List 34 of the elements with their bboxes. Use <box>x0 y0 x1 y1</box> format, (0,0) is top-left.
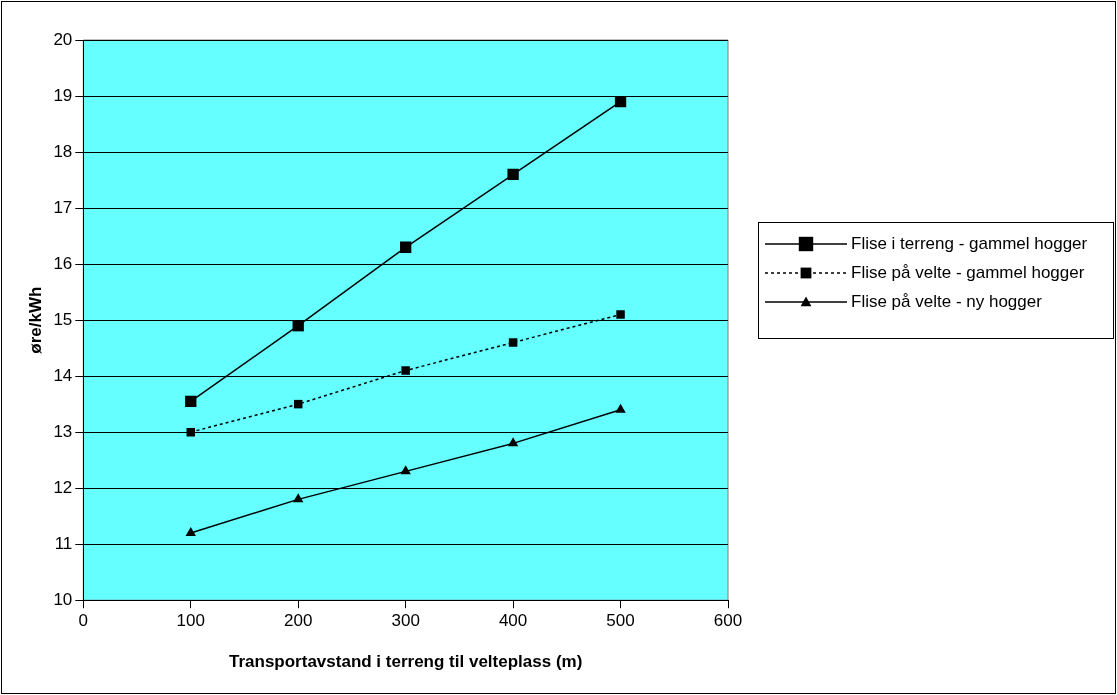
y-tick-label: 13 <box>53 421 73 441</box>
x-tick-label: 400 <box>498 611 528 631</box>
x-tick-label: 100 <box>176 611 205 631</box>
legend-label: Flise på velte - gammel hogger <box>851 262 1085 284</box>
x-tick-label: 0 <box>78 611 89 631</box>
point <box>615 403 626 413</box>
y-tick-label: 17 <box>53 197 73 217</box>
y-tick-label: 10 <box>53 589 73 609</box>
point <box>507 437 519 447</box>
point <box>401 366 410 375</box>
x-tick-label: 600 <box>713 611 743 631</box>
y-tick-label: 12 <box>53 477 73 497</box>
point <box>507 168 519 181</box>
point <box>185 526 196 536</box>
y-tick-label: 20 <box>53 29 73 49</box>
x-tick-label: 500 <box>606 611 635 631</box>
y-tick-label: 16 <box>53 253 73 273</box>
y-tick-label: 19 <box>53 85 73 105</box>
y-tick-label: 14 <box>53 365 73 385</box>
legend-label: Flise på velte - ny hogger <box>851 291 1042 313</box>
x-tick-label: 300 <box>391 611 420 631</box>
y-tick-label: 11 <box>54 533 73 553</box>
y-tick-label: 18 <box>53 141 73 161</box>
point <box>400 241 412 253</box>
point <box>185 395 197 407</box>
y-tick-label: 15 <box>53 309 73 329</box>
legend-label: Flise i terreng - gammel hogger <box>851 233 1088 255</box>
point <box>616 310 625 319</box>
point <box>508 338 518 347</box>
point <box>293 493 304 503</box>
x-tick-label: 200 <box>284 611 313 631</box>
x-axis-title: Transportavstand i terreng til velteplass (m) <box>228 652 583 672</box>
point <box>292 320 304 332</box>
y-axis-title: øre/kWh <box>25 286 45 354</box>
